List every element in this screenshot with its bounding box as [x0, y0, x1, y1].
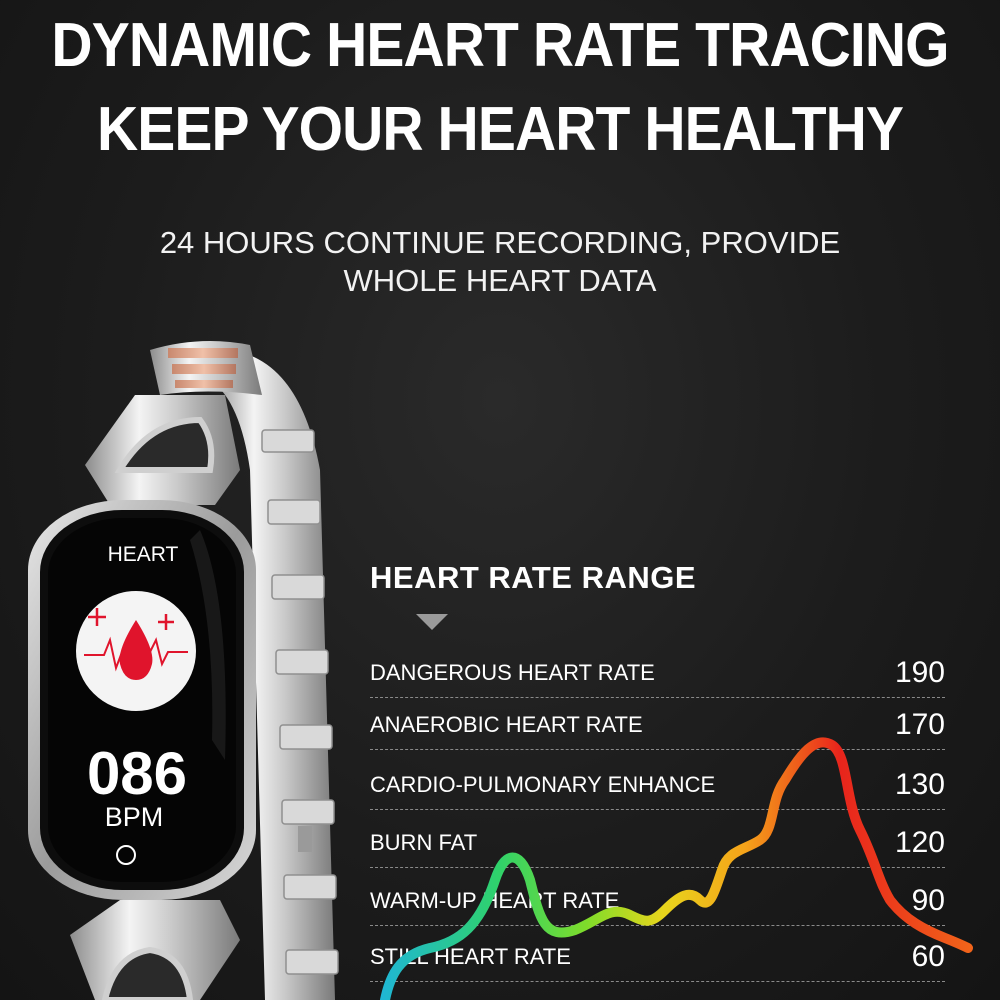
dashed-divider: [370, 867, 945, 868]
bpm-unit: BPM: [105, 802, 164, 832]
zone-value: 120: [894, 826, 945, 859]
home-button-icon[interactable]: [116, 845, 136, 865]
dashed-divider: [370, 697, 945, 698]
heart-rate-range-title: HEART RATE RANGE: [370, 560, 697, 595]
zone-row-anaerobic: ANAEROBIC HEART RATE 170: [370, 706, 945, 750]
zone-label: STILL HEART RATE: [370, 944, 571, 969]
subheadline-line-2: WHOLE HEART DATA: [343, 263, 657, 298]
zone-value: 60: [911, 940, 945, 973]
zone-label: DANGEROUS HEART RATE: [370, 660, 655, 685]
zone-value: 190: [894, 656, 945, 689]
zone-label: CARDIO-PULMONARY ENHANCE: [370, 772, 716, 797]
zone-row-still: STILL HEART RATE 60: [370, 938, 945, 982]
smartwatch-image: HEART 086 BPM: [28, 341, 339, 1000]
zone-label: BURN FAT: [370, 830, 478, 855]
zone-row-warm-up: WARM-UP HEART RATE 90: [370, 882, 945, 926]
dashed-divider: [370, 981, 945, 982]
zone-value: 90: [911, 884, 945, 917]
watch-mode-label: HEART: [108, 543, 179, 566]
zone-label: WARM-UP HEART RATE: [370, 888, 620, 913]
zone-row-cardio: CARDIO-PULMONARY ENHANCE 130: [370, 766, 945, 810]
zone-label: ANAEROBIC HEART RATE: [370, 712, 643, 737]
heart-blood-drop-icon: [76, 591, 196, 711]
dashed-divider: [370, 809, 945, 810]
headline-line-1: DYNAMIC HEART RATE TRACING: [51, 11, 949, 80]
zone-row-burn-fat: BURN FAT 120: [370, 824, 945, 868]
down-arrow-icon: [416, 614, 448, 630]
bpm-value: 086: [87, 740, 187, 807]
zone-value: 130: [894, 768, 945, 801]
zone-row-dangerous: DANGEROUS HEART RATE 190: [370, 654, 945, 698]
headline-line-2: KEEP YOUR HEART HEALTHY: [96, 95, 904, 164]
subheadline-line-1: 24 HOURS CONTINUE RECORDING, PROVIDE: [159, 225, 841, 260]
zone-value: 170: [894, 708, 945, 741]
dashed-divider: [370, 749, 945, 750]
dashed-divider: [370, 925, 945, 926]
